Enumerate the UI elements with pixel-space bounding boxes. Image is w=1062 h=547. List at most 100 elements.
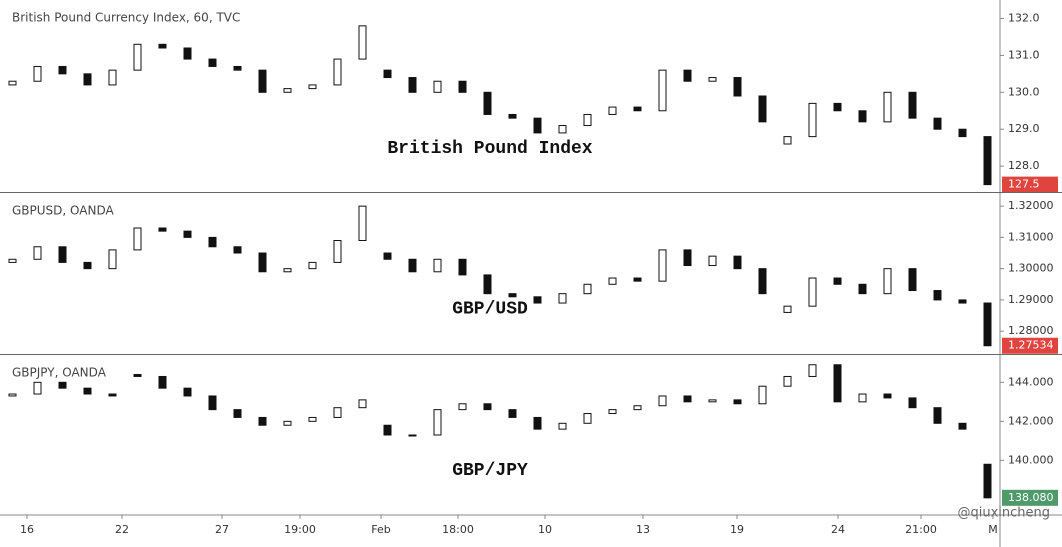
candle bbox=[108, 69, 117, 86]
candle bbox=[658, 395, 667, 407]
candle bbox=[758, 95, 767, 123]
candle bbox=[33, 246, 42, 260]
y-tick-label: 1.29000 bbox=[1008, 293, 1054, 306]
candle bbox=[33, 65, 42, 82]
candle bbox=[558, 293, 567, 304]
candle bbox=[483, 91, 492, 115]
candle bbox=[533, 416, 542, 430]
y-tick-label: 1.31000 bbox=[1008, 230, 1054, 243]
candle bbox=[908, 91, 917, 119]
last-price-box bbox=[1002, 489, 1058, 506]
candle bbox=[433, 409, 442, 436]
candle bbox=[708, 77, 717, 82]
candle bbox=[958, 422, 967, 430]
candle bbox=[83, 73, 92, 86]
candle bbox=[658, 69, 667, 112]
candle bbox=[783, 305, 792, 313]
candle bbox=[558, 125, 567, 134]
candle bbox=[58, 381, 67, 389]
candle bbox=[233, 246, 242, 254]
candle bbox=[933, 407, 942, 424]
candle bbox=[958, 299, 967, 304]
x-tick-label: M bbox=[988, 523, 998, 536]
candle bbox=[883, 393, 892, 399]
candle bbox=[633, 405, 642, 411]
annotation: British Pound Index bbox=[387, 139, 592, 159]
candle bbox=[8, 258, 17, 263]
candle bbox=[133, 374, 142, 377]
candle bbox=[333, 240, 342, 263]
y-tick-label: 130.0 bbox=[1008, 85, 1040, 98]
x-tick-label: 27 bbox=[215, 523, 229, 536]
candle bbox=[408, 258, 417, 273]
candle bbox=[983, 463, 992, 499]
candle bbox=[108, 393, 117, 397]
last-price-label: 1.27534 bbox=[1008, 339, 1054, 352]
candle bbox=[658, 249, 667, 282]
last-price-box bbox=[1002, 176, 1058, 193]
y-tick-label: 132.0 bbox=[1008, 11, 1040, 24]
candle bbox=[283, 88, 292, 93]
x-tick-label: 19:00 bbox=[284, 523, 316, 536]
candle bbox=[158, 227, 167, 232]
candle bbox=[958, 128, 967, 138]
candle bbox=[608, 409, 617, 415]
y-tick-label: 144.000 bbox=[1008, 375, 1054, 388]
x-tick-label: 10 bbox=[538, 523, 552, 536]
panel-title: GBPUSD, OANDA bbox=[12, 204, 114, 218]
candle bbox=[583, 283, 592, 295]
candle bbox=[83, 387, 92, 395]
y-tick-label: 129.0 bbox=[1008, 122, 1040, 135]
candle bbox=[183, 387, 192, 397]
candle bbox=[333, 407, 342, 418]
candle bbox=[683, 395, 692, 403]
y-tick-label: 131.0 bbox=[1008, 48, 1040, 61]
last-price-box bbox=[1002, 337, 1058, 354]
candle bbox=[233, 65, 242, 71]
candle bbox=[408, 77, 417, 93]
candle bbox=[258, 252, 267, 273]
candle bbox=[708, 399, 717, 403]
x-tick-label: 13 bbox=[636, 523, 650, 536]
candle bbox=[733, 255, 742, 270]
candle bbox=[808, 102, 817, 138]
candle bbox=[83, 261, 92, 270]
candle bbox=[8, 80, 17, 86]
candle bbox=[708, 255, 717, 267]
candle bbox=[608, 106, 617, 115]
candle bbox=[383, 69, 392, 79]
candle bbox=[733, 399, 742, 405]
candle bbox=[508, 113, 517, 119]
candle bbox=[783, 136, 792, 145]
candle bbox=[458, 403, 467, 411]
candle bbox=[308, 261, 317, 270]
candle bbox=[583, 113, 592, 127]
candle bbox=[258, 69, 267, 93]
candle bbox=[508, 293, 517, 298]
candle bbox=[833, 102, 842, 112]
candle bbox=[133, 43, 142, 71]
candle bbox=[833, 277, 842, 285]
candle bbox=[183, 230, 192, 238]
candle bbox=[483, 274, 492, 295]
candle bbox=[608, 277, 617, 285]
candle bbox=[408, 434, 417, 437]
candle bbox=[683, 249, 692, 267]
watermark: @qiuxincheng bbox=[957, 506, 1050, 521]
candle bbox=[483, 403, 492, 411]
candle bbox=[733, 77, 742, 97]
candle bbox=[433, 258, 442, 273]
last-price-label: 127.5 bbox=[1008, 178, 1040, 191]
x-tick-label: 16 bbox=[20, 523, 34, 536]
candle bbox=[108, 249, 117, 270]
y-tick-label: 142.000 bbox=[1008, 414, 1054, 427]
x-tick-label: 21:00 bbox=[905, 523, 937, 536]
candle bbox=[883, 268, 892, 295]
candle bbox=[308, 84, 317, 90]
candle bbox=[933, 117, 942, 130]
candle bbox=[258, 416, 267, 426]
candle bbox=[58, 65, 67, 75]
candle bbox=[208, 395, 217, 411]
candle bbox=[633, 277, 642, 282]
